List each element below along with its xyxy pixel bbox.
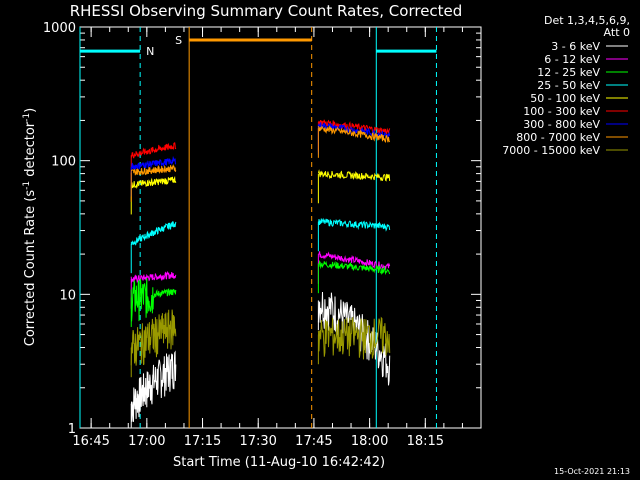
series-6-12-kev xyxy=(130,251,391,309)
series-50-100-kev xyxy=(130,169,391,215)
mode-annotations: NS xyxy=(79,27,437,428)
series-segment-2 xyxy=(317,125,391,144)
legend-header-line-2: Att 0 xyxy=(604,26,630,39)
series-25-50-kev xyxy=(130,217,391,274)
data-series xyxy=(130,119,391,428)
series-segment-1 xyxy=(130,221,177,246)
series-segment-1 xyxy=(130,155,177,170)
annotation-label: N xyxy=(146,45,154,58)
series-segment-1 xyxy=(130,278,177,322)
series-segment-2 xyxy=(317,169,391,182)
annotation-label: S xyxy=(175,34,182,47)
legend-header-line-1: Det 1,3,4,5,6,9, xyxy=(544,14,630,27)
x-axis-label: Start Time (11-Aug-10 16:42:42) xyxy=(173,455,385,470)
x-tick-label: 17:45 xyxy=(295,434,332,449)
y-axis-ticks: 1 10 100 1000 xyxy=(43,21,481,437)
series-800-7000-kev xyxy=(130,125,391,202)
y-axis-label: Corrected Count Rate (s-1 detector-1) xyxy=(22,108,38,346)
series-segment-2 xyxy=(318,119,391,136)
x-tick-label: 17:30 xyxy=(239,434,276,449)
series-segment-2 xyxy=(318,260,391,276)
series-segment-2 xyxy=(317,217,391,232)
series-12-25-kev xyxy=(130,260,391,327)
y-tick-label: 1 xyxy=(68,422,76,437)
y-tick-label: 100 xyxy=(51,155,76,170)
legend-entry-label: 800 - 7000 keV xyxy=(516,131,600,144)
legend-entry-label: 100 - 300 keV xyxy=(523,105,600,118)
x-axis-ticks: 16:45 17:00 17:15 17:30 17:45 18:00 18:15 xyxy=(72,27,482,449)
series-segment-2 xyxy=(317,316,391,360)
series-segment-1 xyxy=(130,309,177,366)
series-segment-1 xyxy=(130,270,177,284)
x-tick-label: 18:15 xyxy=(407,434,444,449)
legend-entry-label: 25 - 50 keV xyxy=(537,79,600,92)
y-tick-label: 10 xyxy=(59,288,76,303)
series-segment-1 xyxy=(130,350,177,422)
series-3-6-kev xyxy=(130,291,391,428)
legend-entry-label: 7000 - 15000 keV xyxy=(502,144,600,157)
legend-entry-label: 12 - 25 keV xyxy=(537,66,600,79)
series-segment-1 xyxy=(130,164,177,176)
legend-entry-label: 300 - 800 keV xyxy=(523,118,600,131)
legend-entry-label: 50 - 100 keV xyxy=(530,92,600,105)
series-segment-1 xyxy=(130,175,177,189)
x-tick-label: 17:00 xyxy=(128,434,165,449)
x-tick-label: 16:45 xyxy=(72,434,109,449)
legend-entry-label: 3 - 6 keV xyxy=(551,40,600,53)
series-7000-15000-kev xyxy=(130,309,391,378)
legend-entry-label: 6 - 12 keV xyxy=(544,53,600,66)
y-tick-label: 1000 xyxy=(43,21,76,36)
generation-timestamp: 15-Oct-2021 21:13 xyxy=(554,467,630,476)
series-segment-1 xyxy=(130,142,177,159)
chart-title: RHESSI Observing Summary Count Rates, Co… xyxy=(70,2,463,20)
series-segment-2 xyxy=(317,122,391,139)
x-tick-label: 17:15 xyxy=(184,434,221,449)
x-tick-label: 18:00 xyxy=(351,434,388,449)
